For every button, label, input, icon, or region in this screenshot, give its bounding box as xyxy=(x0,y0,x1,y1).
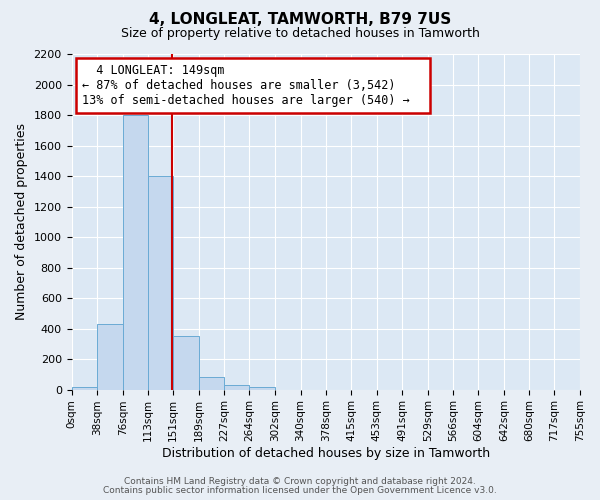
Bar xyxy=(250,386,275,390)
Bar xyxy=(123,115,148,390)
Bar xyxy=(173,336,199,390)
Bar xyxy=(71,386,97,390)
Bar xyxy=(199,378,224,390)
Bar xyxy=(224,385,250,390)
Text: Size of property relative to detached houses in Tamworth: Size of property relative to detached ho… xyxy=(121,28,479,40)
Bar xyxy=(148,176,173,390)
Text: Contains public sector information licensed under the Open Government Licence v3: Contains public sector information licen… xyxy=(103,486,497,495)
X-axis label: Distribution of detached houses by size in Tamworth: Distribution of detached houses by size … xyxy=(162,447,490,460)
Text: Contains HM Land Registry data © Crown copyright and database right 2024.: Contains HM Land Registry data © Crown c… xyxy=(124,477,476,486)
Text: 4 LONGLEAT: 149sqm
← 87% of detached houses are smaller (3,542)
13% of semi-deta: 4 LONGLEAT: 149sqm ← 87% of detached hou… xyxy=(82,64,424,107)
Bar xyxy=(97,324,123,390)
Y-axis label: Number of detached properties: Number of detached properties xyxy=(15,124,28,320)
Text: 4, LONGLEAT, TAMWORTH, B79 7US: 4, LONGLEAT, TAMWORTH, B79 7US xyxy=(149,12,451,28)
